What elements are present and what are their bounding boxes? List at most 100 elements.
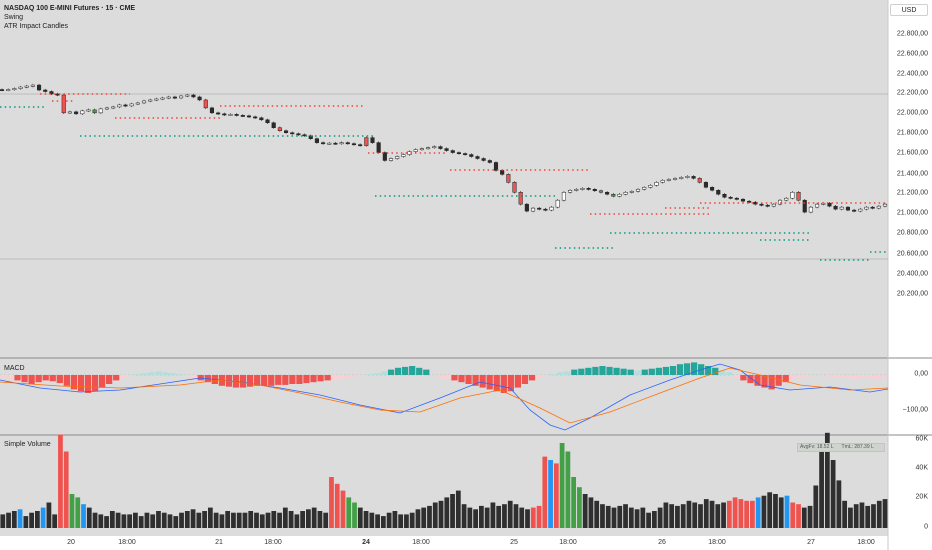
macd-hist-bar [817, 375, 825, 376]
indicator-atr-label[interactable]: ATR Impact Candles [4, 23, 69, 30]
volume-pane-label[interactable]: Simple Volume [4, 441, 51, 448]
candle-body [852, 209, 857, 212]
volume-axis-label: 20K [915, 493, 928, 501]
volume-bar [29, 512, 34, 528]
volume-bar [415, 509, 421, 528]
price-axis-label: 22.800,00 [896, 30, 928, 38]
macd-hist-bar [359, 375, 366, 376]
currency-button[interactable]: USD [890, 4, 928, 16]
candle-body [283, 130, 289, 133]
volume-bar [628, 507, 634, 528]
macd-hist-bar [303, 375, 310, 384]
macd-hist-bar [402, 366, 409, 375]
candle-body [388, 158, 394, 161]
candle-body [697, 178, 702, 183]
price-axis-label: 21.400,00 [896, 170, 928, 178]
macd-hist-bar [430, 375, 437, 376]
candle-body [240, 115, 245, 117]
volume-bar [502, 504, 507, 528]
volume-bar [467, 507, 473, 528]
macd-hist-bar [310, 375, 317, 383]
macd-hist-bar [63, 375, 70, 386]
candle-body [265, 119, 270, 124]
candle-body [6, 89, 11, 91]
volume-bar [98, 514, 104, 528]
candle-body [666, 179, 671, 181]
volume-bar [577, 487, 582, 528]
macd-hist-bar [162, 372, 169, 375]
candle-body [86, 109, 91, 112]
candle-body [537, 207, 542, 210]
macd-hist-bar [169, 373, 176, 375]
time-axis[interactable] [0, 536, 888, 550]
macd-hist-bar [282, 375, 289, 385]
volume-bar [179, 512, 184, 528]
macd-hist-bar [620, 368, 627, 375]
macd-hist-bar [782, 375, 789, 383]
volume-bar [819, 446, 824, 528]
macd-hist-bar [49, 375, 56, 382]
macd-hist-bar [796, 375, 803, 378]
candle-body [765, 204, 770, 207]
candle-body [203, 99, 208, 109]
volume-bar [646, 512, 651, 528]
volume-bar [86, 507, 92, 528]
volume-bar [859, 502, 865, 528]
candle-body [839, 206, 844, 210]
candle-body [592, 189, 597, 192]
macd-hist-bar [472, 375, 479, 386]
candle-body [216, 112, 221, 115]
macd-hist-bar [176, 374, 183, 375]
volume-bar [824, 432, 830, 528]
chart-area[interactable] [0, 0, 888, 536]
volume-bar [133, 512, 138, 528]
candle-body [493, 162, 499, 171]
candle-body [747, 200, 752, 203]
macd-hist-bar [846, 375, 853, 378]
macd-hist-bar [613, 367, 620, 375]
macd-hist-bar [648, 368, 655, 375]
volume-bar [352, 502, 357, 528]
volume-bar [611, 507, 617, 528]
macd-pane-label[interactable]: MACD [4, 365, 25, 372]
volume-bar [680, 504, 686, 528]
candle-body [882, 203, 888, 207]
macd-hist-bar [521, 375, 529, 384]
volume-bar [744, 500, 750, 528]
price-axis-label: 22.400,00 [896, 70, 928, 78]
macd-hist-bar [35, 375, 42, 383]
candle-body [648, 185, 653, 188]
volume-bar [17, 509, 23, 528]
time-axis-label: 18:00 [857, 539, 875, 546]
price-axis[interactable] [888, 0, 932, 550]
volume-bar [282, 507, 288, 528]
candle-body [172, 96, 177, 99]
volume-bar [542, 456, 548, 528]
price-axis-label: 20.400,00 [896, 270, 928, 278]
candle-body [197, 96, 202, 101]
volume-bar [167, 514, 173, 528]
macd-hist-bar [810, 375, 818, 376]
volume-bar [709, 500, 715, 528]
macd-hist-bar [317, 375, 324, 382]
symbol-title[interactable]: NASDAQ 100 E-MINI Futures · 15 · CME [4, 5, 136, 12]
volume-bar [536, 505, 542, 528]
macd-hist-bar [542, 375, 550, 376]
candle-body [771, 203, 776, 207]
indicator-swing-label[interactable]: Swing [4, 14, 24, 21]
macd-hist-bar [106, 375, 113, 384]
volume-bar [6, 512, 11, 528]
macd-hist-bar [662, 366, 670, 375]
candle-body [660, 180, 665, 183]
macd-hist-bar [0, 375, 7, 378]
volume-bar [75, 497, 81, 528]
volume-bar [375, 514, 380, 528]
candle-body [784, 197, 789, 201]
candle-body [246, 115, 252, 118]
candle-body [475, 156, 480, 159]
volume-bar [553, 463, 559, 528]
candle-body [759, 203, 764, 206]
volume-bar [213, 512, 219, 528]
volume-bar [40, 507, 46, 528]
